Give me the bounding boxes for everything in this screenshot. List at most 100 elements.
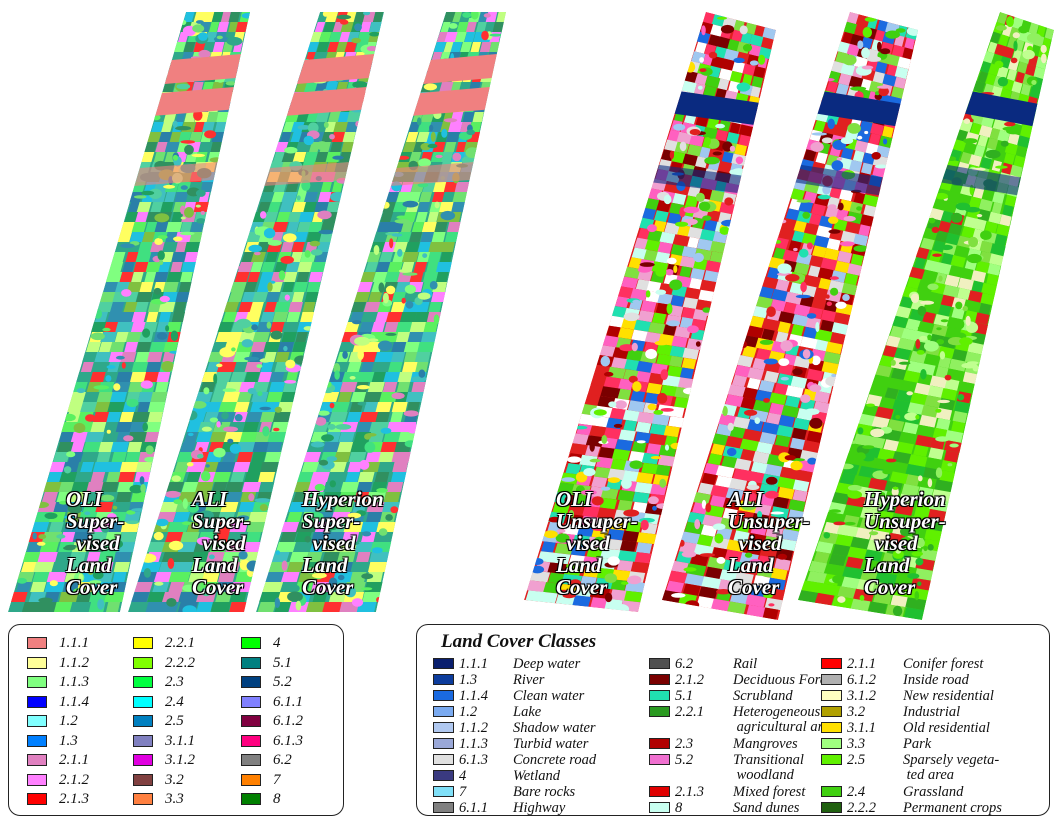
class-code: 6.1.3 xyxy=(459,752,488,768)
color-swatch xyxy=(27,773,47,786)
class-code: 1.2 xyxy=(59,713,78,729)
strip-label-6: Hyperion Unsuper- vised Land Cover xyxy=(864,487,946,599)
color-swatch xyxy=(649,658,670,669)
color-swatch xyxy=(241,715,261,727)
class-code: 2.2.2 xyxy=(847,800,876,816)
class-name: Clean water xyxy=(513,688,585,704)
color-swatch xyxy=(821,674,842,685)
class-name: Transitional woodland xyxy=(733,752,804,783)
class-code: 2.4 xyxy=(165,693,184,710)
strip-map-2 xyxy=(128,12,384,612)
class-code: 2.2.2 xyxy=(165,654,195,671)
class-code: 6.2 xyxy=(273,752,292,768)
color-swatch xyxy=(133,734,153,747)
class-code: 1.2 xyxy=(459,704,478,720)
color-swatch xyxy=(27,656,47,669)
class-code: 8 xyxy=(273,791,281,807)
class-code: 1.3 xyxy=(59,732,78,749)
class-code: 6.1.2 xyxy=(273,713,303,729)
color-swatch xyxy=(133,773,153,786)
class-code: 1.1.2 xyxy=(59,654,89,671)
class-code: 4 xyxy=(273,635,281,651)
class-code: 3.1.2 xyxy=(165,752,195,768)
class-code: 3.3 xyxy=(847,736,866,752)
class-name: Old residential xyxy=(903,720,990,736)
color-swatch xyxy=(649,674,670,685)
color-swatch xyxy=(821,802,842,813)
legend-title: Land Cover Classes xyxy=(441,631,597,652)
color-swatch xyxy=(649,706,670,717)
class-code: 7 xyxy=(459,784,467,800)
class-name: Mangroves xyxy=(733,736,798,752)
color-swatch xyxy=(27,793,47,805)
color-swatch xyxy=(433,690,454,701)
class-name: Mixed forest xyxy=(733,784,806,800)
color-swatch xyxy=(821,706,842,717)
class-code: 5.2 xyxy=(273,674,292,690)
class-code: 1.1.4 xyxy=(459,688,488,704)
class-code: 2.3 xyxy=(675,736,694,752)
class-code: 6.1.1 xyxy=(459,800,488,816)
class-code: 2.3 xyxy=(165,674,184,690)
color-swatch xyxy=(133,637,153,649)
color-swatch xyxy=(241,793,261,805)
class-name: Scrubland xyxy=(733,688,793,704)
class-code: 4 xyxy=(459,768,467,784)
class-name: Wetland xyxy=(513,768,560,784)
strip-map-4 xyxy=(524,12,776,612)
color-swatch xyxy=(27,637,47,649)
class-name: Sand dunes xyxy=(733,800,800,816)
color-swatch xyxy=(241,773,261,786)
strip-label-4: OLI Unsuper- vised Land Cover xyxy=(556,487,638,599)
class-name: Concrete road xyxy=(513,752,597,768)
color-swatch xyxy=(821,658,842,669)
color-swatch xyxy=(649,786,670,797)
class-name: Sparsely vegeta- ted area xyxy=(903,752,1000,783)
class-code: 1.3 xyxy=(459,672,478,688)
class-code: 2.1.1 xyxy=(847,656,876,672)
class-name: Conifer forest xyxy=(903,656,984,672)
class-code: 2.1.1 xyxy=(59,752,89,768)
color-swatch xyxy=(241,676,261,688)
class-code: 6.1.1 xyxy=(273,693,303,710)
class-name: Grassland xyxy=(903,784,964,800)
color-swatch xyxy=(433,674,454,685)
color-swatch xyxy=(433,770,454,781)
strip-label-1: OLI Super- vised Land Cover xyxy=(66,487,125,599)
class-code: 3.1.1 xyxy=(165,732,195,749)
supervised-legend: 1.1.1 1.1.2 1.1.3 1.1.4 1.2 1.3 2.1.1 2.1.2 2.1.… xyxy=(8,624,344,816)
class-code: 2.1.2 xyxy=(675,672,704,688)
class-code: 3.1.1 xyxy=(847,720,876,736)
class-code: 1.1.3 xyxy=(459,736,488,752)
class-name: Inside road xyxy=(903,672,969,688)
color-swatch xyxy=(133,695,153,708)
class-code: 1.1.3 xyxy=(59,674,89,690)
class-code: 6.1.3 xyxy=(273,732,303,749)
class-code: 5.1 xyxy=(273,654,292,671)
class-code: 2.1.3 xyxy=(675,784,704,800)
color-swatch xyxy=(241,734,261,747)
color-swatch xyxy=(27,734,47,747)
class-name: Bare rocks xyxy=(513,784,576,800)
class-name: Lake xyxy=(513,704,542,720)
color-swatch xyxy=(27,695,47,708)
class-code: 8 xyxy=(675,800,683,816)
class-name: River xyxy=(513,672,545,688)
strip-map-6 xyxy=(798,12,1054,620)
class-name: Rail xyxy=(733,656,758,672)
class-code: 6.1.2 xyxy=(847,672,876,688)
class-code: 1.1.2 xyxy=(459,720,488,736)
color-swatch xyxy=(821,754,842,765)
strip-map-3 xyxy=(256,12,506,612)
class-code: 2.4 xyxy=(847,784,866,800)
color-swatch xyxy=(241,637,261,649)
strip-label-2: ALI Super- vised Land Cover xyxy=(192,487,251,599)
class-code: 2.2.1 xyxy=(675,704,704,720)
class-code: 5.1 xyxy=(675,688,694,704)
class-name: Highway xyxy=(513,800,566,816)
color-swatch xyxy=(433,658,454,669)
class-code: 1.1.1 xyxy=(459,656,488,672)
color-swatch xyxy=(133,676,153,688)
color-swatch xyxy=(433,786,454,797)
color-swatch xyxy=(27,715,47,727)
